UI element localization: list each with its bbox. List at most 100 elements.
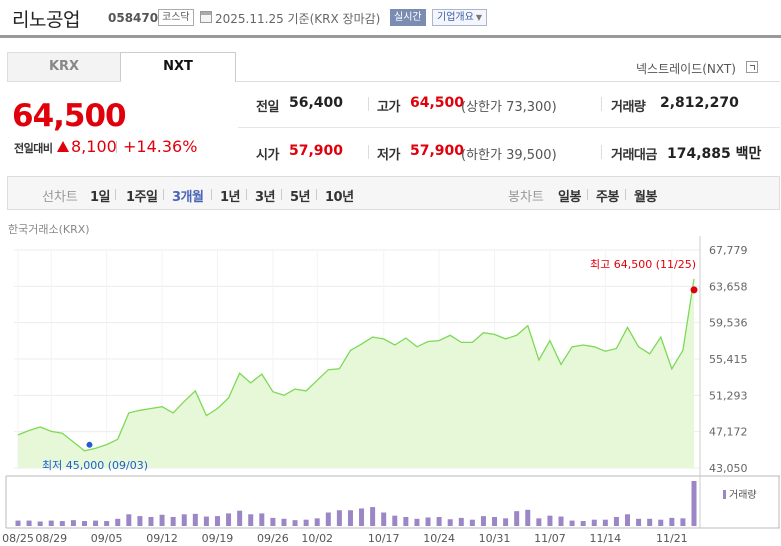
volume-bar	[15, 520, 21, 526]
x-tick-label: 09/26	[257, 532, 289, 545]
period-3y[interactable]: 3년	[255, 190, 276, 205]
stock-code: 058470	[108, 11, 159, 25]
volume-bar	[680, 518, 686, 526]
volume-bar	[270, 517, 276, 526]
tab-nxt[interactable]: NXT	[120, 52, 236, 82]
volume-bar	[126, 514, 132, 526]
open-label: 시가	[256, 148, 279, 163]
divider	[368, 145, 369, 159]
nxt-link[interactable]: 넥스트레이드(NXT)	[636, 62, 736, 76]
low-label: 저가	[377, 148, 400, 163]
candle-monthly[interactable]: 월봉	[634, 190, 657, 205]
volume-bar	[203, 516, 209, 526]
company-info-label: 기업개요	[437, 12, 474, 23]
volume-bar	[525, 509, 531, 526]
tab-krx[interactable]: KRX	[7, 52, 121, 82]
trading-amount-label: 거래대금	[611, 148, 657, 163]
volume-bar	[403, 517, 409, 526]
prev-close-label: 전일	[256, 100, 279, 115]
volume-bar	[192, 513, 198, 526]
date-text: 2025.11.25 기준(KRX 장마감)	[215, 12, 381, 26]
volume-bar	[547, 515, 553, 526]
volume-bar	[159, 514, 165, 526]
y-tick-label: 67,779	[709, 244, 748, 257]
volume-bar	[281, 518, 287, 526]
volume-bar	[181, 514, 187, 526]
market-badge: 코스닥	[158, 9, 194, 26]
low-marker	[86, 441, 93, 448]
upper-limit: (상한가 73,300)	[461, 100, 557, 115]
external-link-icon[interactable]	[746, 61, 758, 73]
volume-bar	[303, 519, 309, 526]
x-tick-label: 10/24	[423, 532, 455, 545]
volume-bar	[26, 520, 32, 526]
period-3m[interactable]: 3개월	[172, 190, 204, 205]
volume-bar	[425, 517, 431, 526]
company-name: 리노공업	[12, 9, 80, 31]
candle-weekly[interactable]: 주봉	[596, 190, 619, 205]
lower-limit: (하한가 39,500)	[461, 148, 557, 163]
volume-bar	[691, 481, 697, 526]
volume-bar	[237, 510, 243, 526]
period-1y[interactable]: 1년	[220, 190, 241, 205]
high-annotation: 최고 64,500 (11/25)	[590, 258, 696, 271]
x-tick-label: 09/05	[91, 532, 123, 545]
company-info-button[interactable]: 기업개요 ▼	[432, 9, 487, 26]
volume-bar	[447, 519, 453, 526]
volume-label: 거래량	[611, 100, 646, 115]
volume-bar	[248, 514, 254, 526]
price-line	[17, 278, 695, 452]
source-label: 한국거래소(KRX)	[8, 223, 90, 236]
volume-bar	[536, 518, 542, 526]
period-5y[interactable]: 5년	[290, 190, 311, 205]
divider	[601, 145, 602, 159]
volume-bar	[591, 519, 597, 526]
volume-bar	[558, 516, 564, 526]
volume-bar	[503, 518, 509, 526]
y-tick-label: 63,658	[709, 280, 748, 293]
volume-bar	[81, 521, 87, 526]
volume-bar	[458, 517, 464, 526]
volume-legend-label: 거래량	[729, 489, 757, 501]
volume-bar	[115, 518, 121, 526]
volume-bar	[48, 520, 54, 526]
volume-bar	[104, 521, 110, 526]
y-tick-label: 47,172	[709, 426, 748, 439]
divider	[115, 189, 116, 200]
realtime-button[interactable]: 실시간	[390, 9, 426, 26]
low-value: 57,900	[410, 143, 465, 159]
change-label: 전일대비	[14, 142, 53, 155]
change-percent: +14.36%	[123, 137, 198, 156]
period-1w[interactable]: 1주일	[126, 190, 158, 205]
volume-bar	[636, 518, 642, 526]
divider	[368, 97, 369, 111]
candle-daily[interactable]: 일봉	[558, 190, 581, 205]
volume-bar	[414, 518, 420, 526]
volume-chart: 거래량	[15, 481, 757, 526]
x-tick-label: 10/02	[301, 532, 333, 545]
x-tick-label: 09/19	[202, 532, 234, 545]
open-value: 57,900	[289, 143, 344, 159]
volume-bar	[226, 513, 232, 526]
divider	[238, 127, 780, 128]
x-axis: 08/25 08/29 09/05 09/12 09/19 09/26 10/02 10/17…	[2, 532, 688, 545]
volume-bar	[469, 519, 475, 526]
period-1d[interactable]: 1일	[90, 190, 111, 205]
volume-bar	[381, 512, 387, 526]
divider	[246, 189, 247, 200]
volume-bar	[214, 516, 220, 526]
volume-bar	[514, 511, 520, 526]
volume-bar	[625, 514, 631, 526]
y-tick-label: 55,415	[709, 353, 748, 366]
volume-bar	[93, 520, 99, 526]
volume-bar	[370, 507, 376, 526]
period-10y[interactable]: 10년	[325, 190, 354, 205]
y-tick-label: 59,536	[709, 317, 748, 330]
divider	[163, 189, 164, 200]
change-value: 8,100	[71, 137, 117, 156]
period-bar: 선차트 1일 1주일 3개월 1년 3년 5년 10년 봉차트 일봉 주봉 월봉	[7, 176, 780, 210]
line-chart-label: 선차트	[42, 190, 78, 205]
volume-bar	[669, 517, 675, 526]
tab-divider	[236, 81, 780, 82]
volume-bar	[325, 512, 331, 526]
